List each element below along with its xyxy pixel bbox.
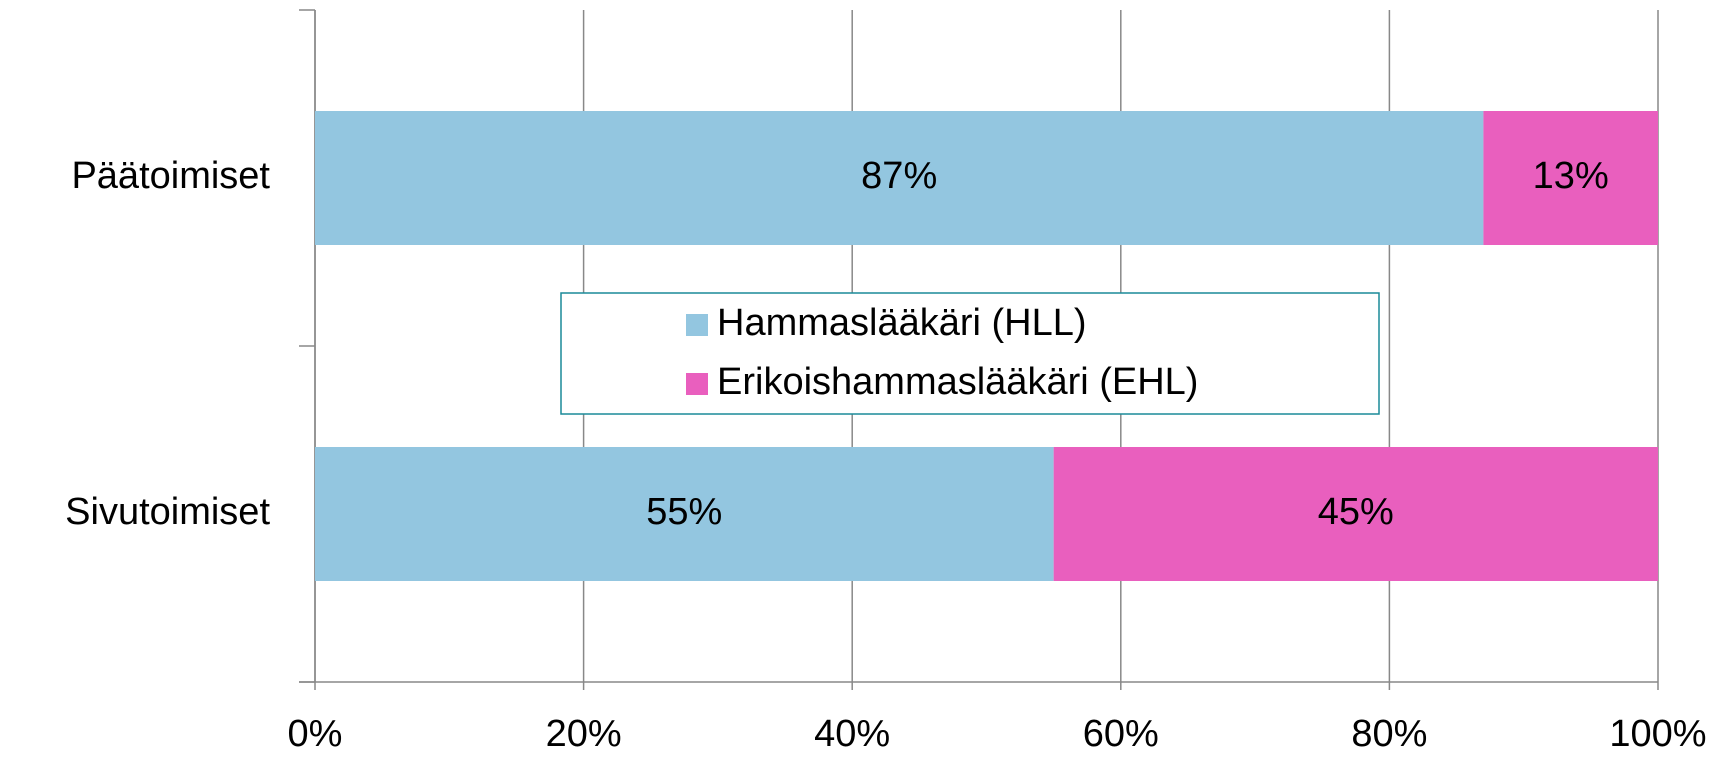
x-tick-label: 100% [1609,713,1706,755]
category-label: Sivutoimiset [65,491,270,533]
legend-swatch [686,314,708,336]
x-tick-label: 0% [288,713,343,755]
bar-segment [1483,111,1658,245]
x-tick-label: 20% [546,713,622,755]
value-label: 13% [1533,155,1609,197]
value-label: 55% [646,491,722,533]
x-tick-label: 40% [814,713,890,755]
legend-label: Erikoishammaslääkäri (EHL) [717,361,1198,403]
bar-segment [315,447,1054,581]
value-label: 87% [861,155,937,197]
x-tick-label: 80% [1351,713,1427,755]
legend: Hammaslääkäri (HLL) Erikoishammaslääkäri … [560,292,1380,415]
value-label: 45% [1318,491,1394,533]
x-tick-label: 60% [1083,713,1159,755]
legend-label: Hammaslääkäri (HLL) [717,302,1087,344]
category-label: Päätoimiset [71,155,270,197]
bar-segment [315,111,1484,245]
bar-segment [1053,447,1658,581]
legend-swatch [686,373,708,395]
